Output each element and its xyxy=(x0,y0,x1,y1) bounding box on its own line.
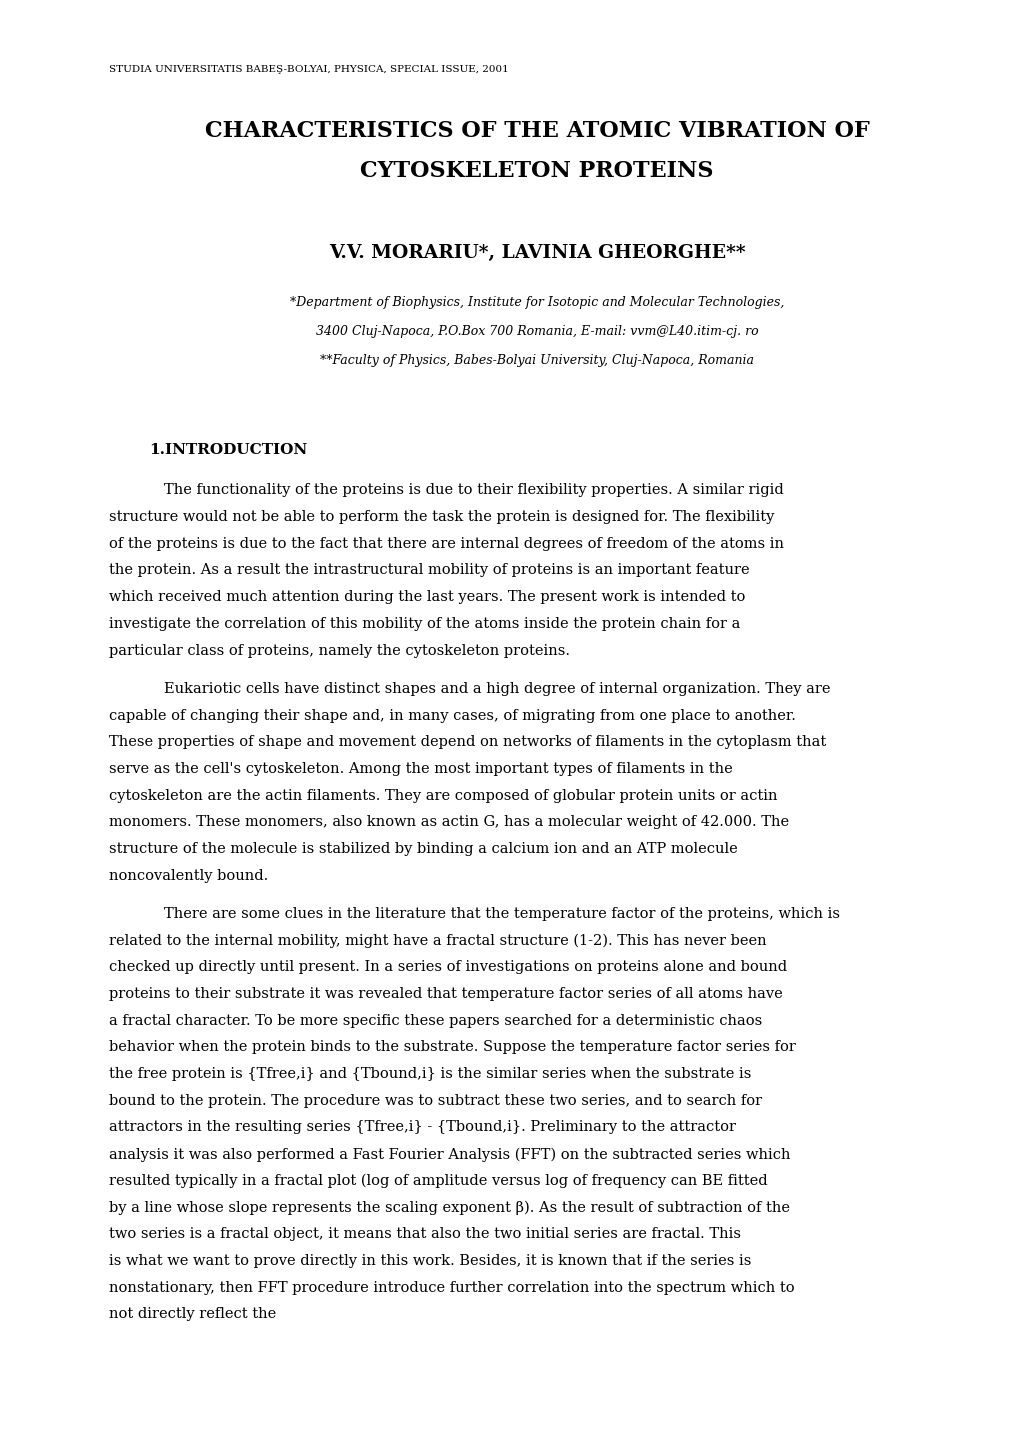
Text: particular class of proteins, namely the cytoskeleton proteins.: particular class of proteins, namely the… xyxy=(108,644,569,658)
Text: behavior when the protein binds to the substrate. Suppose the temperature factor: behavior when the protein binds to the s… xyxy=(108,1040,795,1055)
Text: structure of the molecule is stabilized by binding a calcium ion and an ATP mole: structure of the molecule is stabilized … xyxy=(108,843,737,856)
Text: is what we want to prove directly in this work. Besides, it is known that if the: is what we want to prove directly in thi… xyxy=(108,1254,750,1268)
Text: **Faculty of Physics, Babes-Bolyai University, Cluj-Napoca, Romania: **Faculty of Physics, Babes-Bolyai Unive… xyxy=(320,354,753,367)
Text: CHARACTERISTICS OF THE ATOMIC VIBRATION OF: CHARACTERISTICS OF THE ATOMIC VIBRATION … xyxy=(205,120,868,141)
Text: a fractal character. To be more specific these papers searched for a determinist: a fractal character. To be more specific… xyxy=(108,1014,761,1027)
Text: the free protein is {Tfree,i} and {Tbound,i} is the similar series when the subs: the free protein is {Tfree,i} and {Tboun… xyxy=(108,1068,750,1081)
Text: cytoskeleton are the actin filaments. They are composed of globular protein unit: cytoskeleton are the actin filaments. Th… xyxy=(108,788,776,802)
Text: the protein. As a result the intrastructural mobility of proteins is an importan: the protein. As a result the intrastruct… xyxy=(108,564,749,577)
Text: proteins to their substrate it was revealed that temperature factor series of al: proteins to their substrate it was revea… xyxy=(108,987,782,1001)
Text: of the proteins is due to the fact that there are internal degrees of freedom of: of the proteins is due to the fact that … xyxy=(108,537,783,551)
Text: 1.INTRODUCTION: 1.INTRODUCTION xyxy=(149,443,307,457)
Text: checked up directly until present. In a series of investigations on proteins alo: checked up directly until present. In a … xyxy=(108,961,786,974)
Text: monomers. These monomers, also known as actin G, has a molecular weight of 42.00: monomers. These monomers, also known as … xyxy=(108,815,788,830)
Text: *Department of Biophysics, Institute for Isotopic and Molecular Technologies,: *Department of Biophysics, Institute for… xyxy=(289,296,784,309)
Text: not directly reflect the: not directly reflect the xyxy=(108,1307,275,1322)
Text: nonstationary, then FFT procedure introduce further correlation into the spectru: nonstationary, then FFT procedure introd… xyxy=(108,1281,794,1294)
Text: 3400 Cluj-Napoca, P.O.Box 700 Romania, E-mail: vvm@L40.itim-cj. ro: 3400 Cluj-Napoca, P.O.Box 700 Romania, E… xyxy=(316,325,757,338)
Text: These properties of shape and movement depend on networks of filaments in the cy: These properties of shape and movement d… xyxy=(108,734,825,749)
Text: STUDIA UNIVERSITATIS BABEŞ-BOLYAI, PHYSICA, SPECIAL ISSUE, 2001: STUDIA UNIVERSITATIS BABEŞ-BOLYAI, PHYSI… xyxy=(108,65,507,74)
Text: related to the internal mobility, might have a fractal structure (1-2). This has: related to the internal mobility, might … xyxy=(108,934,765,948)
Text: serve as the cell's cytoskeleton. Among the most important types of filaments in: serve as the cell's cytoskeleton. Among … xyxy=(108,762,732,776)
Text: analysis it was also performed a Fast Fourier Analysis (FFT) on the subtracted s: analysis it was also performed a Fast Fo… xyxy=(108,1147,790,1162)
Text: V.V. MORARIU*, LAVINIA GHEORGHE**: V.V. MORARIU*, LAVINIA GHEORGHE** xyxy=(328,244,745,261)
Text: capable of changing their shape and, in many cases, of migrating from one place : capable of changing their shape and, in … xyxy=(108,709,795,723)
Text: which received much attention during the last years. The present work is intende: which received much attention during the… xyxy=(108,590,744,605)
Text: Eukariotic cells have distinct shapes and a high degree of internal organization: Eukariotic cells have distinct shapes an… xyxy=(164,681,829,696)
Text: There are some clues in the literature that the temperature factor of the protei: There are some clues in the literature t… xyxy=(164,908,839,921)
Text: The functionality of the proteins is due to their flexibility properties. A simi: The functionality of the proteins is due… xyxy=(164,483,783,498)
Text: bound to the protein. The procedure was to subtract these two series, and to sea: bound to the protein. The procedure was … xyxy=(108,1094,761,1108)
Text: two series is a fractal object, it means that also the two initial series are fr: two series is a fractal object, it means… xyxy=(108,1227,740,1241)
Text: investigate the correlation of this mobility of the atoms inside the protein cha: investigate the correlation of this mobi… xyxy=(108,618,739,631)
Text: CYTOSKELETON PROTEINS: CYTOSKELETON PROTEINS xyxy=(360,160,713,182)
Text: structure would not be able to perform the task the protein is designed for. The: structure would not be able to perform t… xyxy=(108,511,773,524)
Text: resulted typically in a fractal plot (log of amplitude versus log of frequency c: resulted typically in a fractal plot (lo… xyxy=(108,1175,766,1188)
Text: attractors in the resulting series {Tfree,i} - {Tbound,i}. Preliminary to the at: attractors in the resulting series {Tfre… xyxy=(108,1121,735,1134)
Text: noncovalently bound.: noncovalently bound. xyxy=(108,869,268,883)
Text: by a line whose slope represents the scaling exponent β). As the result of subtr: by a line whose slope represents the sca… xyxy=(108,1201,789,1215)
